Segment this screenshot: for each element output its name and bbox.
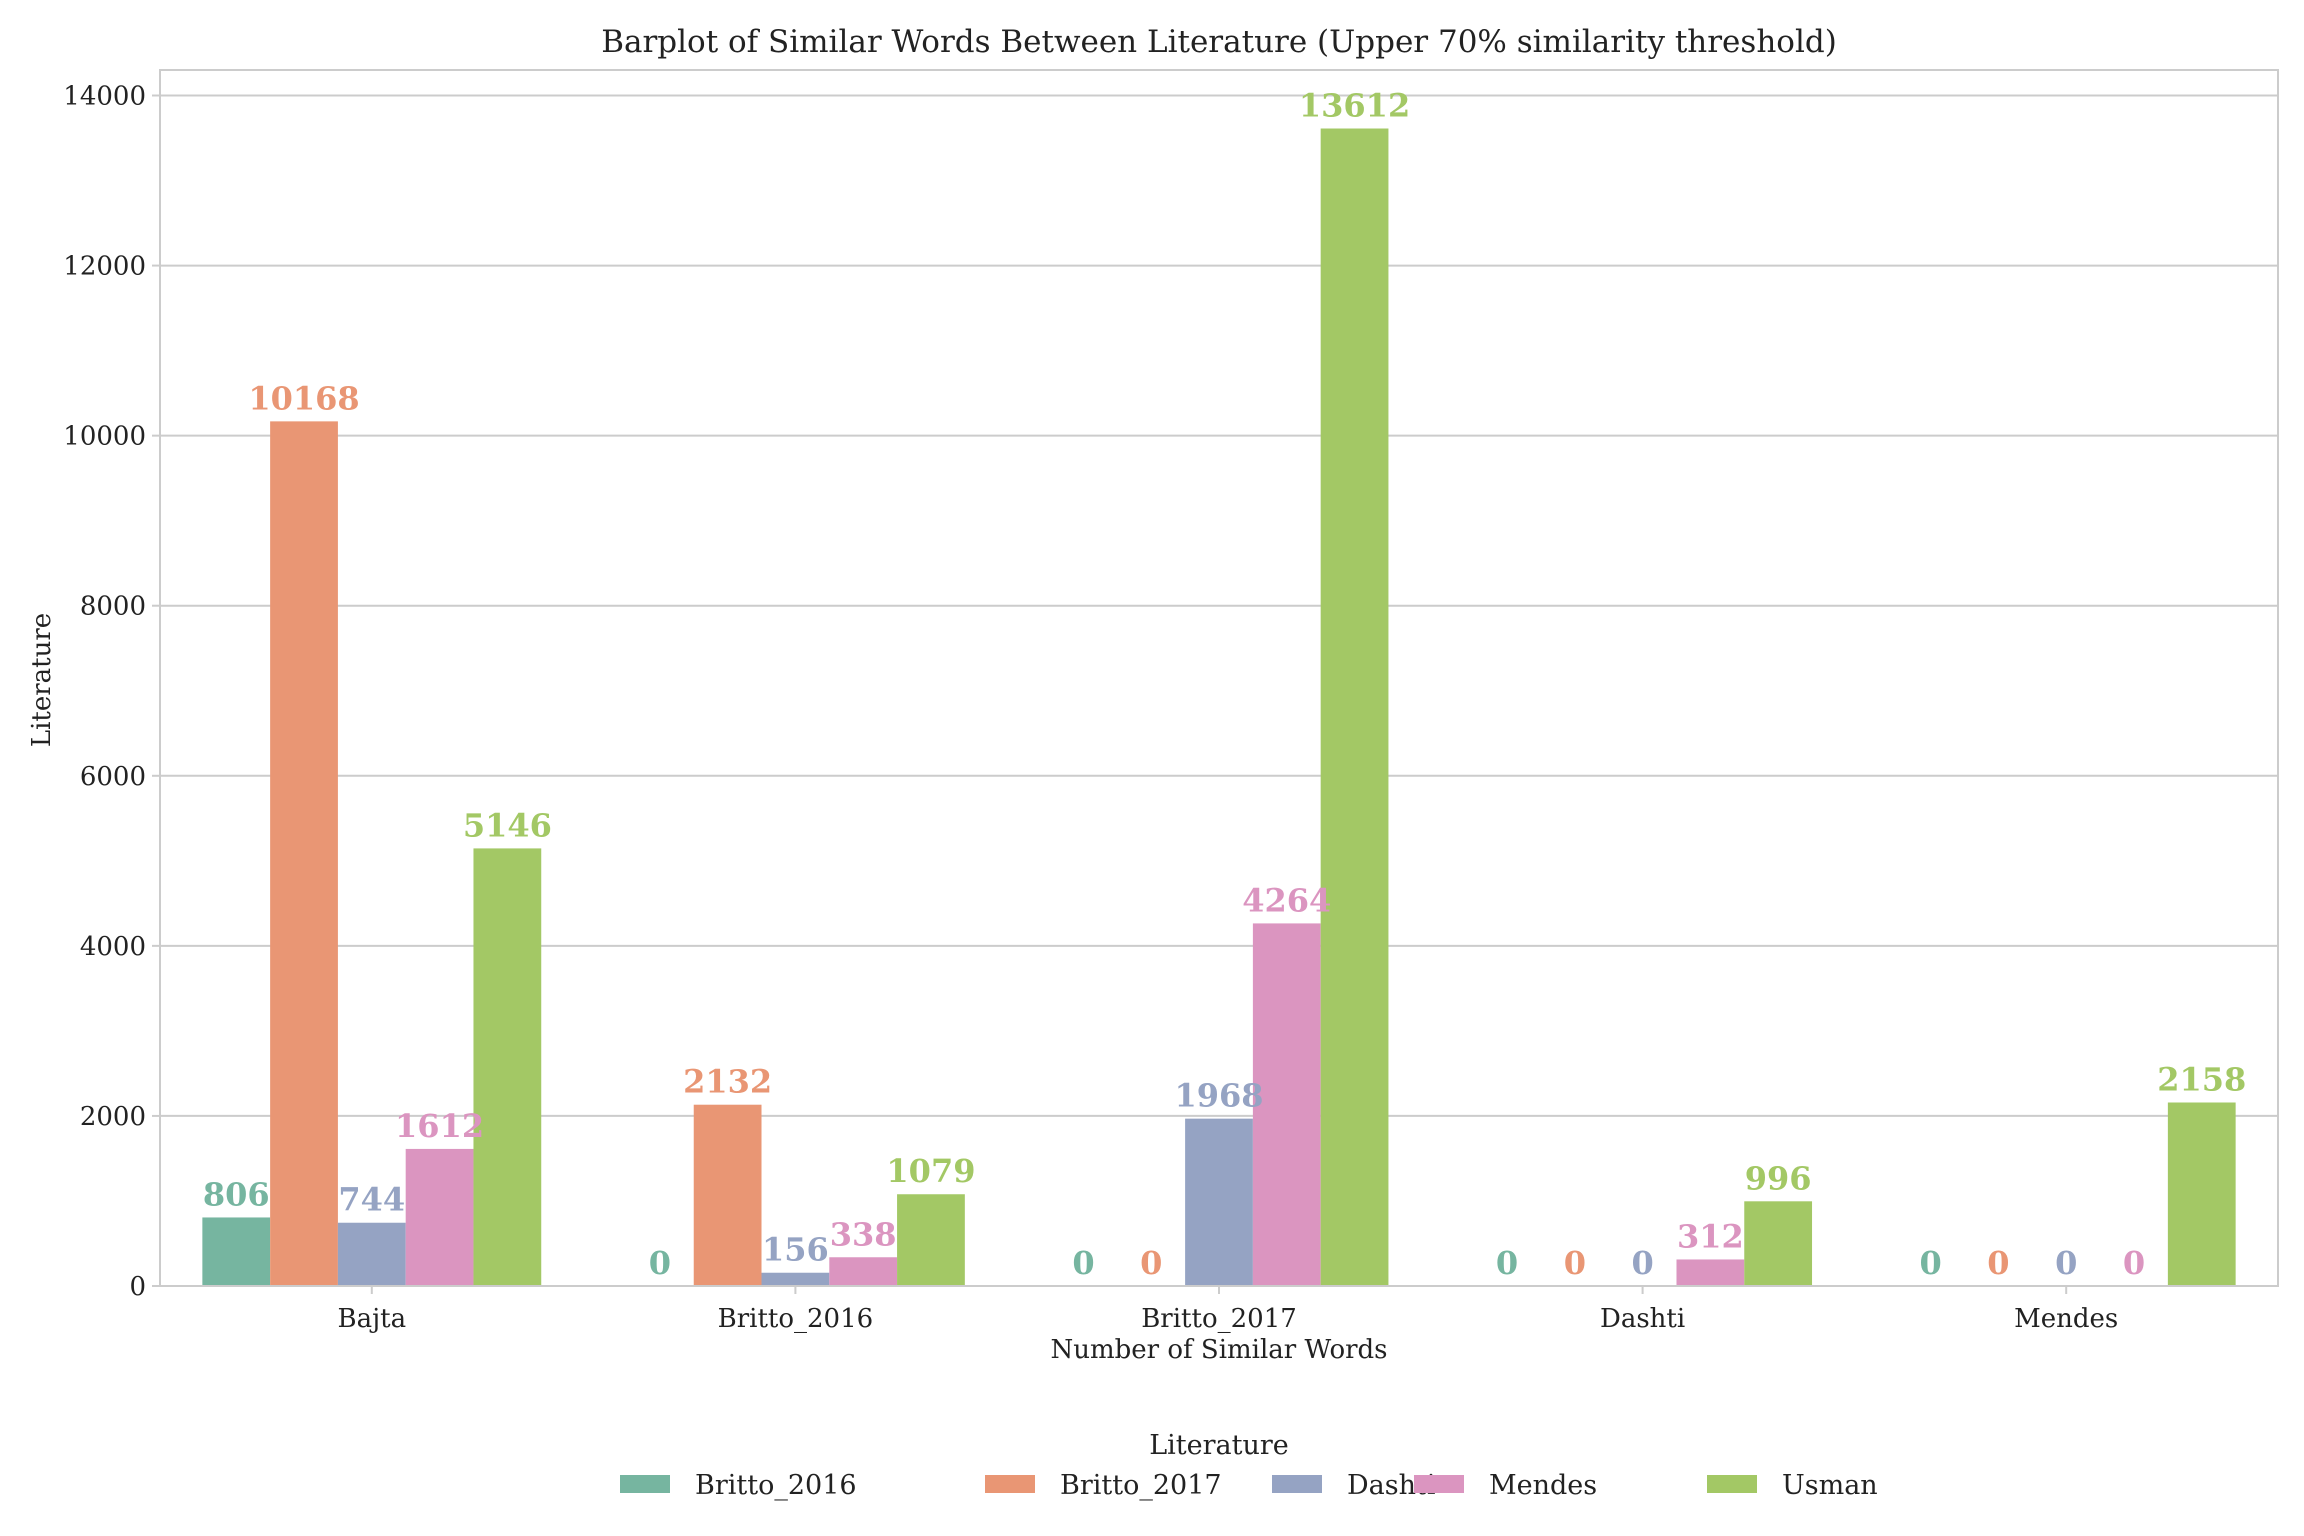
legend: Literature Britto_2016 Britto_2017 Dashti M… — [620, 1430, 1878, 1501]
bar-Usman-Britto_2017 — [1320, 128, 1389, 1287]
y-tick-label: 6000 — [80, 762, 146, 792]
data-label: 0 — [1920, 1244, 1942, 1282]
bars — [202, 128, 2236, 1287]
y-tick-label: 8000 — [80, 592, 146, 622]
data-label: 1612 — [395, 1107, 484, 1145]
data-label: 10168 — [248, 379, 359, 417]
legend-swatch-Britto_2016 — [620, 1475, 670, 1493]
data-label: 0 — [1140, 1244, 1162, 1282]
bar-Mendes-Britto_2017 — [1252, 923, 1321, 1286]
legend-swatch-Britto_2017 — [985, 1475, 1035, 1493]
bar-Usman-Dashti — [1744, 1201, 1813, 1286]
data-label: 13612 — [1299, 87, 1410, 125]
x-tick-label: Mendes — [2014, 1304, 2118, 1334]
data-label: 996 — [1745, 1159, 1812, 1197]
data-label: 1079 — [886, 1152, 975, 1190]
bar-Britto_2017-Britto_2016 — [693, 1104, 762, 1286]
data-label: 312 — [1677, 1217, 1744, 1255]
x-axis-label: Number of Similar Words — [1050, 1335, 1387, 1365]
y-tick-label: 14000 — [63, 82, 146, 112]
data-label: 338 — [830, 1215, 897, 1253]
legend-swatch-Dashti — [1272, 1475, 1322, 1493]
legend-label-Usman: Usman — [1782, 1470, 1878, 1501]
data-label: 0 — [1987, 1244, 2009, 1282]
x-tick-label: Dashti — [1600, 1304, 1685, 1334]
bar-Dashti-Britto_2016 — [761, 1272, 830, 1286]
bar-Britto_2016-Bajta — [202, 1217, 271, 1286]
bar-Mendes-Bajta — [405, 1148, 474, 1286]
data-label: 4264 — [1242, 881, 1331, 919]
data-label: 5146 — [463, 806, 552, 844]
data-labels: 806 0 0 0 0 10168 2132 0 0 0 744 156 1968 0 0 1612 338 42… — [203, 87, 2246, 1282]
bar-Dashti-Bajta — [337, 1222, 406, 1286]
legend-items: Britto_2016 Britto_2017 Dashti Mendes Usman — [620, 1470, 1878, 1501]
y-tick-label: 4000 — [80, 932, 146, 962]
y-tick-label: 12000 — [63, 252, 146, 282]
bar-Dashti-Britto_2017 — [1185, 1118, 1253, 1286]
data-label: 0 — [649, 1244, 671, 1282]
data-label: 806 — [203, 1175, 270, 1213]
bar-Usman-Mendes — [2167, 1102, 2236, 1286]
data-label: 744 — [338, 1181, 405, 1219]
bar-Mendes-Britto_2016 — [829, 1257, 898, 1286]
legend-label-Britto_2016: Britto_2016 — [695, 1470, 857, 1501]
legend-swatch-Usman — [1707, 1475, 1757, 1493]
data-label: 0 — [1496, 1244, 1518, 1282]
legend-swatch-Mendes — [1414, 1475, 1464, 1493]
data-label: 0 — [1072, 1244, 1094, 1282]
data-label: 1968 — [1174, 1077, 1263, 1115]
data-label: 156 — [762, 1231, 829, 1269]
chart-title: Barplot of Similar Words Between Literat… — [601, 24, 1837, 60]
legend-label-Mendes: Mendes — [1489, 1470, 1597, 1501]
legend-title: Literature — [1149, 1430, 1289, 1461]
data-label: 2132 — [683, 1063, 772, 1101]
data-label: 0 — [2055, 1244, 2077, 1282]
bar-Britto_2017-Bajta — [270, 421, 338, 1286]
legend-label-Britto_2017: Britto_2017 — [1060, 1470, 1222, 1501]
data-label: 0 — [2123, 1244, 2145, 1282]
y-tick-label: 0 — [129, 1272, 146, 1302]
bar-Usman-Britto_2016 — [897, 1194, 965, 1286]
x-tick-label: Britto_2017 — [1141, 1304, 1297, 1334]
x-tick-label: Bajta — [337, 1304, 406, 1334]
axes: 0 2000 4000 6000 8000 10000 12000 14000 Bajta Bri… — [63, 69, 2279, 1334]
x-tick-label: Britto_2016 — [718, 1304, 874, 1334]
bar-Usman-Bajta — [473, 848, 542, 1286]
y-tick-label: 10000 — [63, 422, 146, 452]
y-tick-label: 2000 — [80, 1102, 146, 1132]
data-label: 2158 — [2157, 1060, 2246, 1098]
y-axis-label: Literature — [27, 613, 57, 747]
data-label: 0 — [1564, 1244, 1586, 1282]
data-label: 0 — [1631, 1244, 1653, 1282]
bar-Mendes-Dashti — [1676, 1259, 1745, 1286]
